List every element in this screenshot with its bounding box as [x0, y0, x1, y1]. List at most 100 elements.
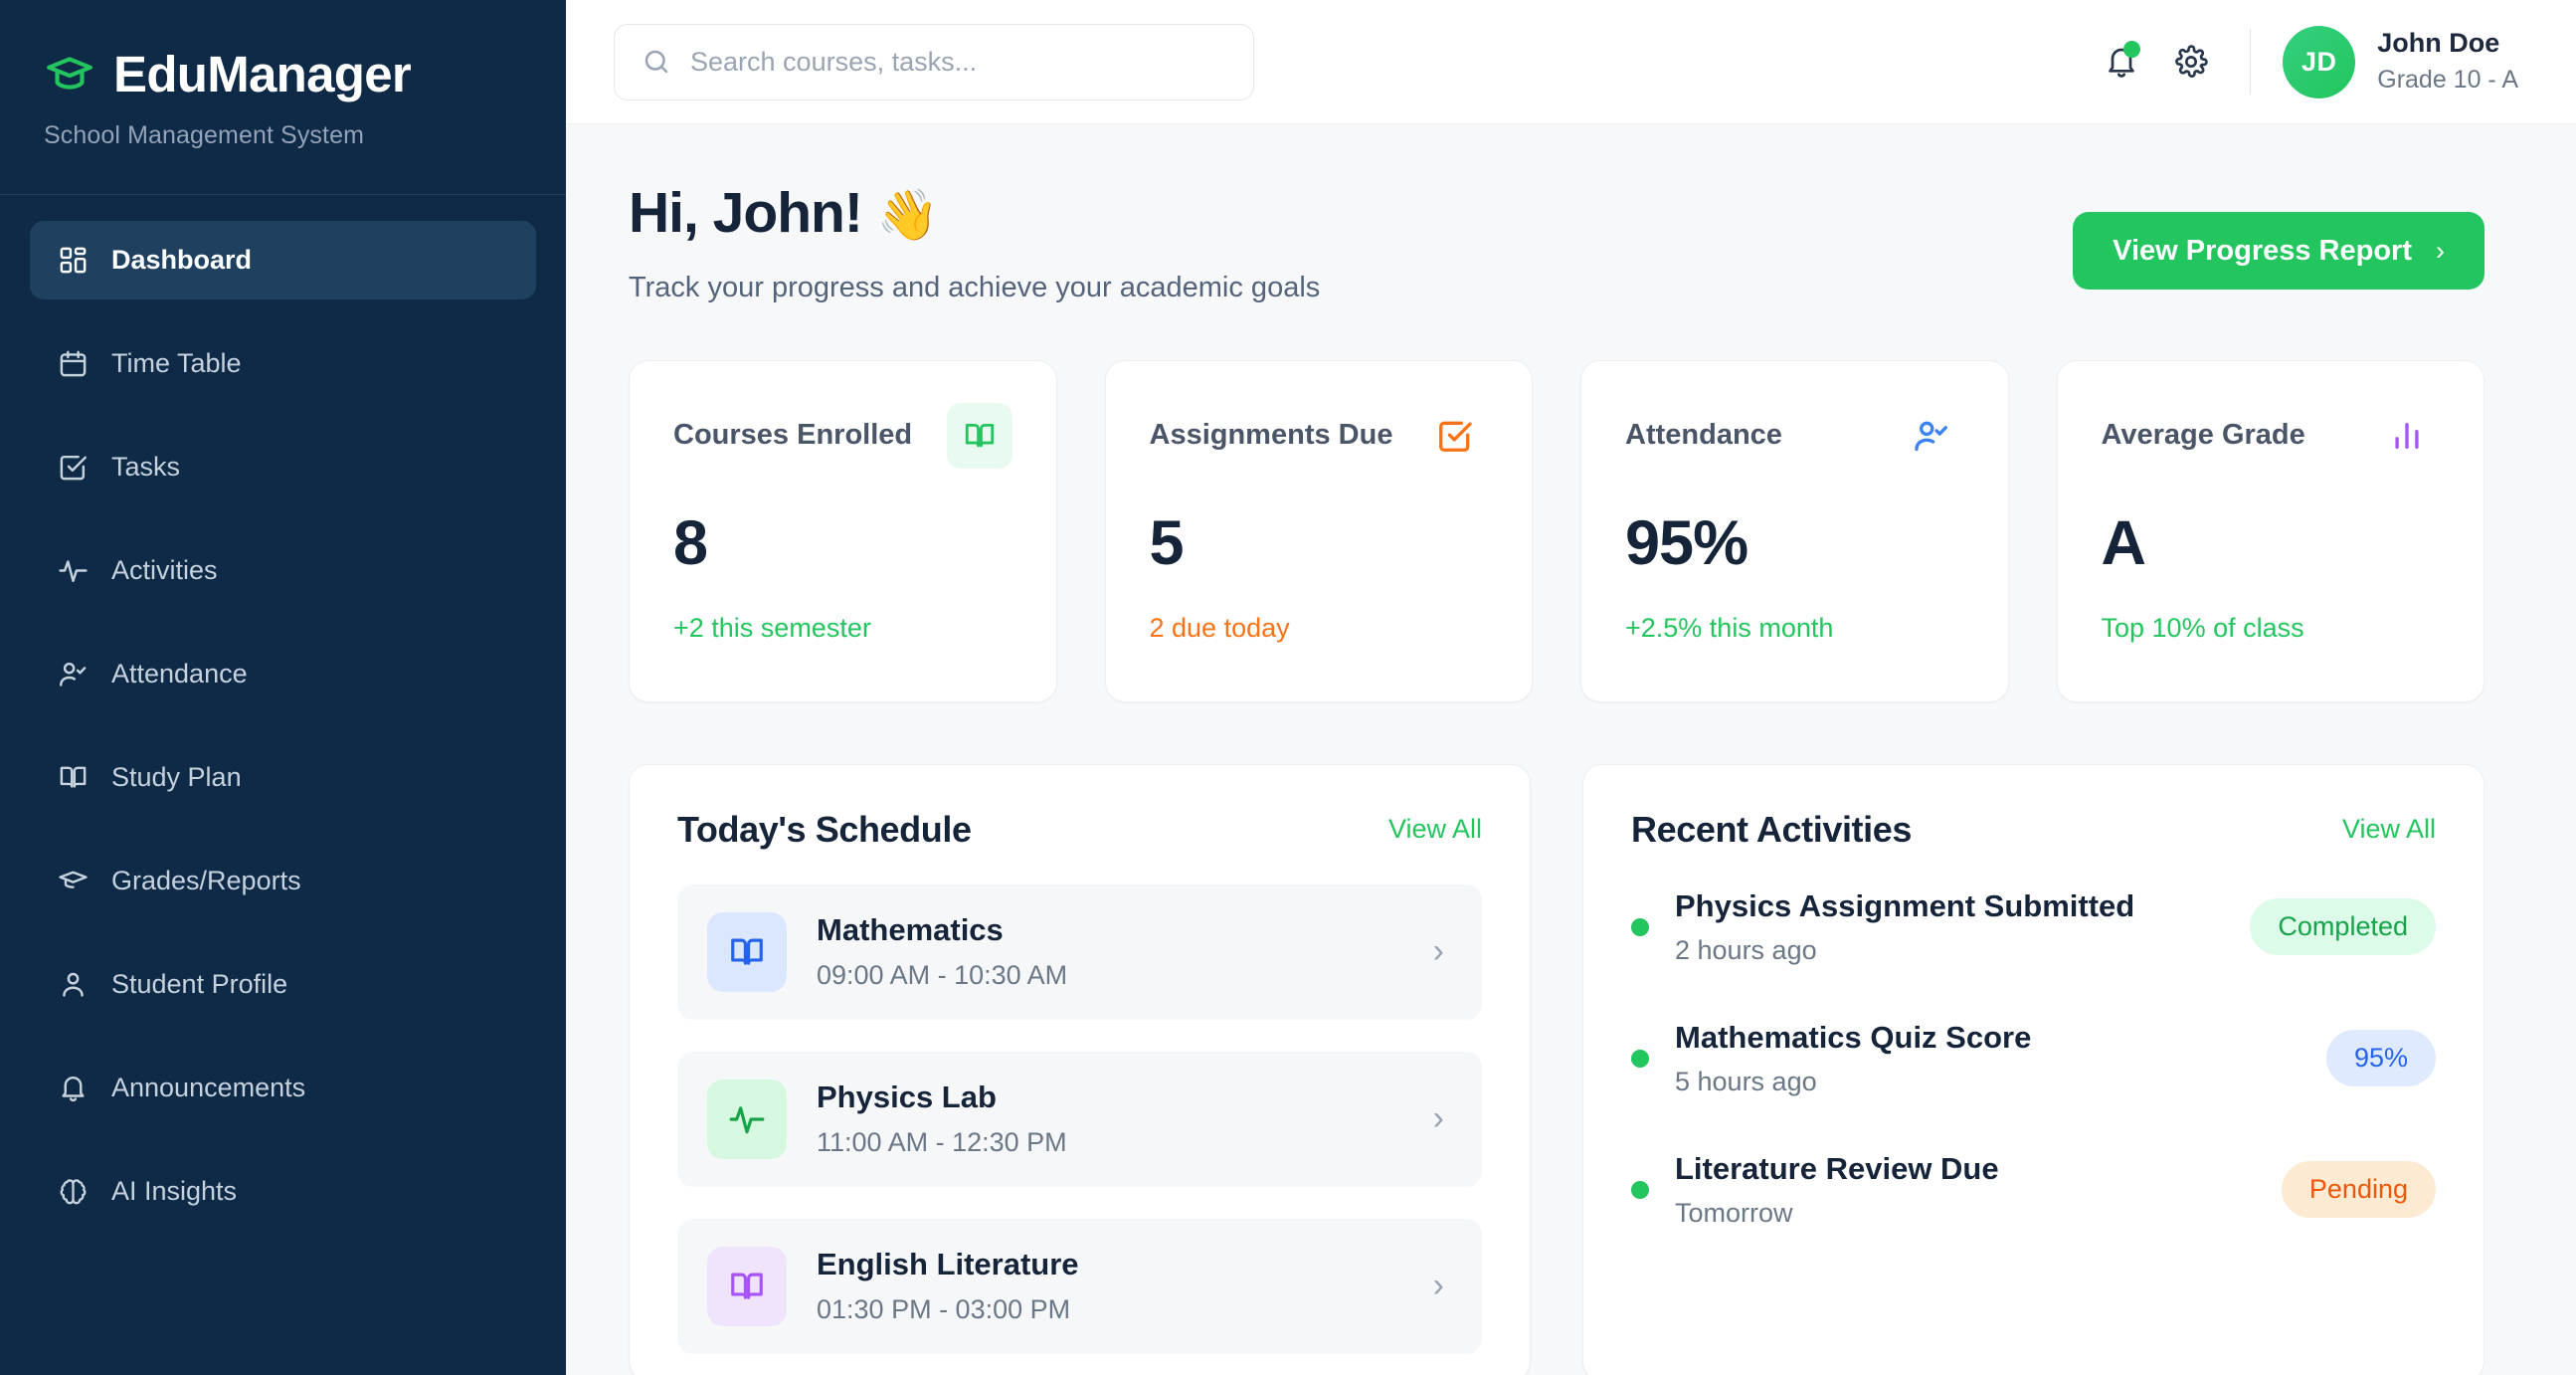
sidebar-item-label: AI Insights [111, 1176, 238, 1206]
sidebar-item-grades-reports[interactable]: Grades/Reports [30, 842, 536, 920]
chevron-right-icon: › [2436, 235, 2445, 266]
search-icon [641, 46, 672, 78]
schedule-item-name: English Literature [817, 1247, 1079, 1282]
stat-card-title: Courses Enrolled [673, 419, 913, 452]
stat-card-header: Attendance [1625, 403, 1964, 469]
brand-name: EduManager [113, 45, 412, 102]
brand-row: EduManager [44, 48, 522, 99]
activity-item-title: Mathematics Quiz Score [1675, 1019, 2032, 1055]
hero-section: Hi, John! 👋 Track your progress and achi… [629, 181, 2484, 304]
hero-subtitle: Track your progress and achieve your aca… [629, 271, 1321, 303]
sidebar-item-label: Time Table [111, 348, 242, 378]
activity-item[interactable]: Physics Assignment Submitted 2 hours ago… [1631, 888, 2436, 966]
user-name: John Doe [2377, 27, 2500, 58]
stat-card-courses-enrolled[interactable]: Courses Enrolled 8 +2 this semester [629, 359, 1057, 702]
settings-button[interactable] [2156, 27, 2226, 97]
status-dot-icon [1631, 1049, 1649, 1068]
activity-item[interactable]: Mathematics Quiz Score 5 hours ago 95% [1631, 1020, 2436, 1097]
stat-card-title: Attendance [1625, 419, 1782, 452]
sidebar-item-tasks[interactable]: Tasks [30, 428, 536, 506]
schedule-item[interactable]: Mathematics 09:00 AM - 10:30 AM › [677, 884, 1482, 1020]
view-all-schedule-link[interactable]: View All [1387, 814, 1482, 845]
stat-card-title: Assignments Due [1149, 419, 1393, 452]
open-book-icon [707, 1246, 787, 1326]
stat-card-header: Assignments Due [1150, 403, 1489, 469]
sidebar-item-label: Study Plan [111, 762, 242, 792]
sidebar-item-time-table[interactable]: Time Table [30, 324, 536, 403]
brand-subtitle: School Management System [44, 121, 365, 149]
schedule-item-text: Physics Lab 11:00 AM - 12:30 PM [817, 1080, 1403, 1158]
sidebar-item-attendance[interactable]: Attendance [30, 635, 536, 713]
main-area: JD John Doe Grade 10 - A Hi, John! 👋 Tra… [566, 0, 2576, 1375]
stat-card-delta: 2 due today [1149, 612, 1290, 643]
status-dot-icon [1631, 1180, 1649, 1199]
sidebar-item-label: Activities [111, 555, 218, 585]
schedule-item-name: Mathematics [817, 912, 1004, 948]
status-badge: 95% [2325, 1030, 2436, 1087]
activity-item-text: Mathematics Quiz Score 5 hours ago [1675, 1020, 2300, 1097]
stat-card-value: 95% [1625, 507, 1748, 578]
chevron-right-icon: › [1432, 1099, 1444, 1138]
view-progress-report-button[interactable]: View Progress Report › [2073, 212, 2484, 290]
schedule-item-text: English Literature 01:30 PM - 03:00 PM [817, 1247, 1403, 1325]
sidebar-item-activities[interactable]: Activities [30, 531, 536, 610]
stat-card-attendance[interactable]: Attendance 95% +2.5% this month [1580, 359, 2009, 702]
stat-card-value: A [2101, 507, 2146, 578]
sidebar-item-label: Student Profile [111, 969, 288, 999]
sidebar-item-study-plan[interactable]: Study Plan [30, 738, 536, 817]
stat-card-header: Average Grade [2102, 403, 2441, 469]
user-icon [56, 968, 90, 1002]
panel-title: Today's Schedule [677, 808, 972, 850]
check-square-icon [1422, 403, 1488, 469]
schedule-item[interactable]: English Literature 01:30 PM - 03:00 PM › [677, 1218, 1482, 1354]
search-input[interactable] [690, 46, 1227, 78]
user-check-icon [1899, 403, 1964, 469]
brand-block: EduManager School Management System [0, 0, 566, 194]
schedule-item-time: 09:00 AM - 10:30 AM [817, 960, 1068, 991]
sidebar-item-label: Dashboard [111, 245, 253, 275]
view-all-activities-link[interactable]: View All [2341, 814, 2436, 845]
activity-pulse-icon [56, 554, 90, 588]
user-menu[interactable]: JD John Doe Grade 10 - A [2283, 25, 2518, 98]
sidebar-item-dashboard[interactable]: Dashboard [30, 221, 536, 299]
activity-item-time: 5 hours ago [1675, 1066, 1817, 1096]
sidebar-item-label: Attendance [111, 659, 248, 688]
bell-icon [56, 1072, 90, 1105]
notifications-button[interactable] [2087, 27, 2156, 97]
dashboard-panels: Today's Schedule View All [629, 763, 2484, 1375]
stat-card-average-grade[interactable]: Average Grade A Top 10% of class [2056, 359, 2484, 702]
schedule-item-time: 11:00 AM - 12:30 PM [817, 1127, 1067, 1158]
topbar-separator [2250, 29, 2252, 95]
activity-item-time: Tomorrow [1675, 1197, 1793, 1228]
cta-label: View Progress Report [2113, 234, 2412, 267]
stat-card-assignments-due[interactable]: Assignments Due 5 2 due today [1104, 359, 1533, 702]
status-badge: Pending [2281, 1161, 2436, 1219]
recent-activities-panel: Recent Activities View All Physics Assig… [1582, 763, 2484, 1375]
stat-card-header: Courses Enrolled [673, 402, 1012, 469]
grid-dashboard-icon [56, 244, 90, 278]
user-info: John Doe Grade 10 - A [2377, 27, 2518, 98]
sidebar-item-announcements[interactable]: Announcements [30, 1049, 536, 1127]
sidebar-item-student-profile[interactable]: Student Profile [30, 945, 536, 1024]
graduation-cap-icon [44, 48, 95, 99]
sidebar-item-ai-insights[interactable]: AI Insights [30, 1152, 536, 1231]
top-bar: JD John Doe Grade 10 - A [566, 0, 2576, 124]
panel-header: Recent Activities View All [1631, 809, 2436, 851]
activity-item[interactable]: Literature Review Due Tomorrow Pending [1631, 1151, 2436, 1229]
schedule-item-text: Mathematics 09:00 AM - 10:30 AM [817, 912, 1403, 991]
greeting-text: Hi, John! [629, 181, 863, 245]
schedule-item[interactable]: Physics Lab 11:00 AM - 12:30 PM › [677, 1051, 1482, 1187]
chevron-right-icon: › [1432, 1267, 1444, 1305]
stat-card-title: Average Grade [2101, 419, 2305, 452]
stat-card-delta: +2 this semester [673, 612, 871, 643]
search-box[interactable] [614, 23, 1254, 100]
open-book-icon [946, 402, 1012, 469]
notification-dot [2123, 41, 2141, 58]
activity-item-title: Physics Assignment Submitted [1675, 887, 2135, 923]
schedule-item-time: 01:30 PM - 03:00 PM [817, 1294, 1071, 1325]
calendar-icon [56, 347, 90, 381]
status-badge: Completed [2250, 898, 2436, 956]
waving-hand-icon: 👋 [876, 187, 939, 243]
activities-list: Physics Assignment Submitted 2 hours ago… [1631, 888, 2436, 1229]
stat-card-delta: Top 10% of class [2101, 612, 2304, 643]
